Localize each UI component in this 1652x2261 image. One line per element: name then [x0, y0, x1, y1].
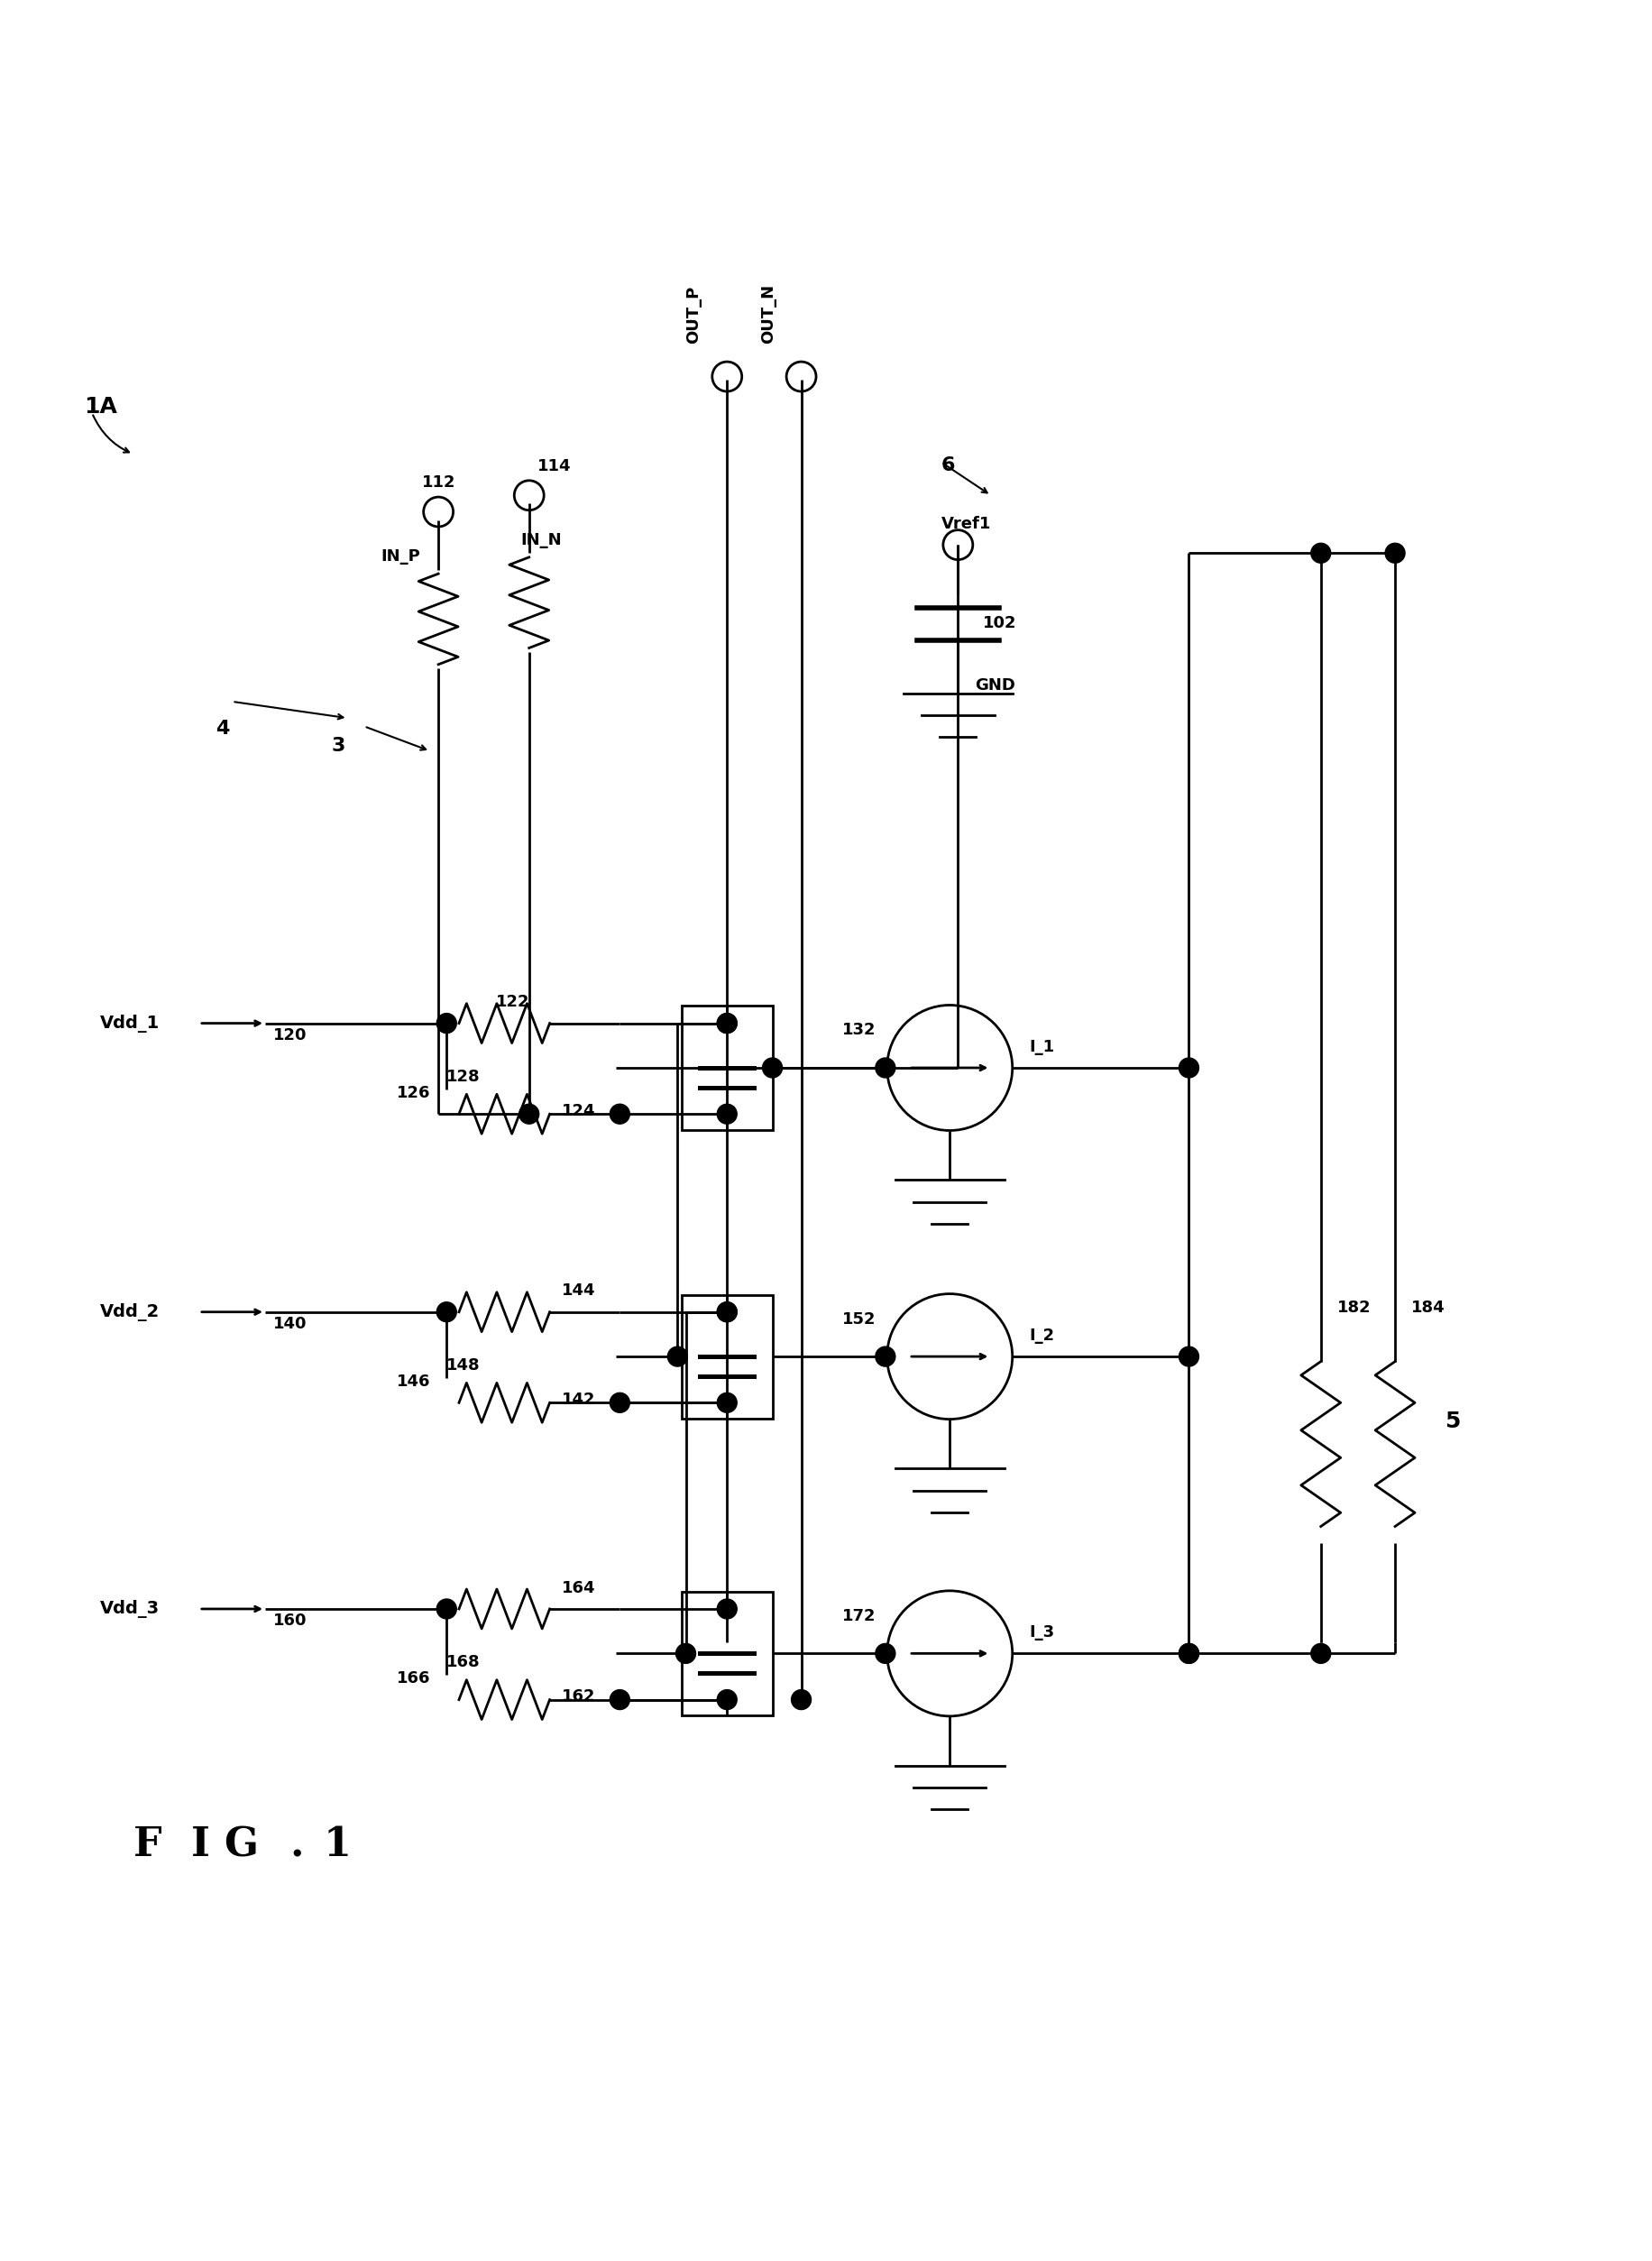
Circle shape: [717, 1689, 737, 1709]
Circle shape: [667, 1348, 687, 1366]
Text: IN_P: IN_P: [380, 549, 420, 565]
Text: 146: 146: [396, 1375, 431, 1391]
Circle shape: [1384, 543, 1404, 563]
Circle shape: [717, 1013, 737, 1033]
Circle shape: [763, 1058, 783, 1078]
Text: .: .: [289, 1825, 304, 1865]
Circle shape: [1180, 1058, 1199, 1078]
Text: F: F: [134, 1825, 162, 1865]
Circle shape: [610, 1103, 629, 1124]
Text: 124: 124: [562, 1103, 596, 1119]
Circle shape: [717, 1599, 737, 1619]
Text: 152: 152: [843, 1311, 876, 1327]
Circle shape: [1312, 543, 1332, 563]
Circle shape: [1180, 1348, 1199, 1366]
Text: 144: 144: [562, 1282, 596, 1300]
Text: 5: 5: [1444, 1411, 1460, 1431]
Circle shape: [1180, 1644, 1199, 1664]
Circle shape: [876, 1348, 895, 1366]
Circle shape: [717, 1302, 737, 1323]
Text: OUT_N: OUT_N: [760, 285, 776, 344]
Circle shape: [1312, 1644, 1332, 1664]
Text: 148: 148: [446, 1357, 481, 1372]
Text: I: I: [192, 1825, 210, 1865]
Circle shape: [436, 1599, 456, 1619]
Text: 6: 6: [942, 457, 955, 475]
Text: Vdd_1: Vdd_1: [101, 1015, 160, 1033]
Text: 128: 128: [446, 1069, 481, 1085]
Text: I_3: I_3: [1029, 1623, 1054, 1641]
Text: 164: 164: [562, 1580, 596, 1596]
Circle shape: [610, 1393, 629, 1413]
Text: 168: 168: [446, 1655, 481, 1671]
Text: 184: 184: [1411, 1300, 1446, 1316]
Text: OUT_P: OUT_P: [686, 285, 702, 344]
Text: I_2: I_2: [1029, 1327, 1054, 1343]
Text: I_1: I_1: [1029, 1038, 1054, 1056]
Text: 166: 166: [396, 1671, 431, 1687]
Circle shape: [876, 1058, 895, 1078]
Circle shape: [876, 1644, 895, 1664]
Text: G: G: [225, 1825, 258, 1865]
Text: 142: 142: [562, 1393, 596, 1409]
Text: Vdd_2: Vdd_2: [101, 1302, 160, 1320]
Bar: [682, 1296, 773, 1418]
Text: 1: 1: [322, 1825, 350, 1865]
Text: 4: 4: [216, 721, 230, 737]
Text: 1A: 1A: [84, 396, 117, 418]
Circle shape: [717, 1393, 737, 1413]
Circle shape: [436, 1013, 456, 1033]
Text: 122: 122: [496, 995, 530, 1011]
Text: 3: 3: [330, 737, 345, 755]
Text: 112: 112: [421, 475, 456, 491]
Circle shape: [1180, 1644, 1199, 1664]
Text: 102: 102: [983, 615, 1016, 631]
Circle shape: [717, 1103, 737, 1124]
Text: 162: 162: [562, 1689, 596, 1705]
Text: IN_N: IN_N: [520, 531, 562, 549]
Text: 114: 114: [537, 459, 572, 475]
Text: 132: 132: [843, 1022, 876, 1038]
Text: GND: GND: [975, 678, 1014, 694]
Text: Vref1: Vref1: [942, 516, 991, 531]
Circle shape: [717, 1013, 737, 1033]
Text: 160: 160: [274, 1612, 307, 1628]
Text: 182: 182: [1338, 1300, 1371, 1316]
Circle shape: [610, 1689, 629, 1709]
Text: 172: 172: [843, 1608, 876, 1623]
Bar: [682, 1592, 773, 1716]
Circle shape: [676, 1644, 695, 1664]
Circle shape: [436, 1302, 456, 1323]
Circle shape: [791, 1689, 811, 1709]
Circle shape: [519, 1103, 539, 1124]
Circle shape: [717, 1302, 737, 1323]
Text: Vdd_3: Vdd_3: [101, 1601, 160, 1619]
Text: 140: 140: [274, 1316, 307, 1332]
Bar: [682, 1006, 773, 1130]
Text: 120: 120: [274, 1026, 307, 1042]
Text: 126: 126: [396, 1085, 431, 1101]
